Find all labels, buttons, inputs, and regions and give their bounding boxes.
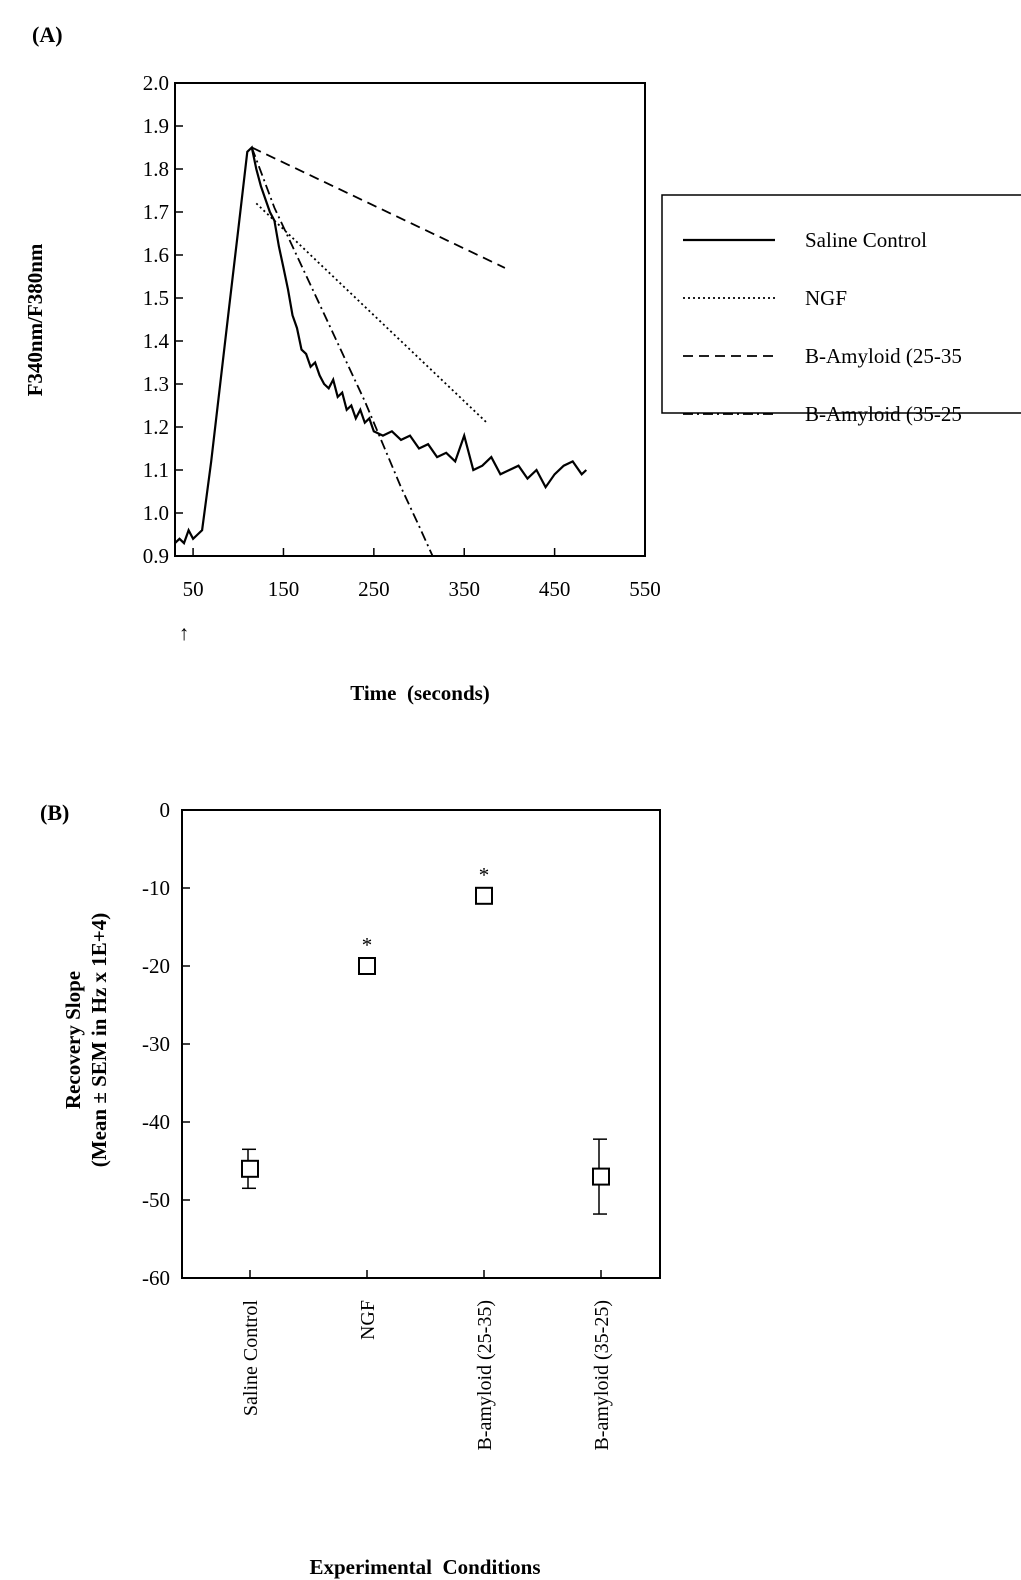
y-tick-label: 1.3 [143, 372, 169, 396]
data-point [241, 1159, 259, 1178]
y-tick-label: 1.6 [143, 243, 169, 267]
stimulus-arrow: ↑ [179, 621, 190, 645]
series-line-1 [255, 202, 488, 424]
significance-marker: * [479, 863, 490, 887]
panel-a-plot-frame [174, 82, 646, 557]
y-tick-label: -60 [142, 1266, 170, 1290]
y-tick-label: 1.7 [143, 200, 169, 224]
data-point [475, 886, 493, 905]
y-tick-label: 0 [160, 798, 171, 822]
y-tick-label: 0.9 [143, 544, 169, 568]
panel-a-xlabel: Time (seconds) [350, 681, 490, 705]
legend-entry-2: B-Amyloid (25-35 [805, 344, 962, 368]
panel-b: (B) Recovery Slope (Mean ± SEM in Hz x 1… [40, 798, 661, 1579]
y-tick-label: -10 [142, 876, 170, 900]
panel-b-plot-frame [181, 809, 661, 1279]
y-tick-label: 2.0 [143, 71, 169, 95]
category-label: Saline Control [240, 1300, 262, 1417]
panel-b-xlabel: Experimental Conditions [309, 1555, 540, 1579]
category-label: B-amyloid (35-25) [591, 1300, 613, 1451]
panel-b-label: (B) [40, 800, 69, 825]
data-point [592, 1167, 610, 1186]
x-tick-label: 50 [183, 577, 204, 601]
series-line-3 [250, 147, 434, 557]
data-point [358, 957, 376, 975]
panel-a-ticks: 0.9 1.0 1.1 1.2 1.3 1.4 1.5 1.6 1.7 1.8 1.9 2.0 50 15… [143, 71, 661, 601]
x-tick-label: 550 [629, 577, 661, 601]
panel-a-series [174, 145, 588, 557]
panel-b-categories: Saline Control NGF B-amyloid (25-35) B-amyl… [240, 1300, 613, 1451]
x-tick-label: 350 [448, 577, 480, 601]
x-tick-label: 250 [358, 577, 390, 601]
legend-entry-3: B-Amyloid (35-25 [805, 402, 962, 426]
y-tick-label: 1.2 [143, 415, 169, 439]
y-tick-label: 1.4 [143, 329, 170, 353]
panel-a-ylabel: F340nm/F380nm [23, 243, 47, 396]
series-line-0 [174, 145, 588, 546]
legend-items: Saline Control NGF B-Amyloid (25-35 B-Amylo… [683, 228, 962, 426]
y-tick-label: -40 [142, 1110, 170, 1134]
series-line-2 [251, 146, 506, 269]
legend-entry-0: Saline Control [805, 228, 927, 252]
y-tick-label: 1.5 [143, 286, 169, 310]
y-tick-label: 1.0 [143, 501, 169, 525]
panel-b-ticks: 0 -10 -20 -30 -40 -50 -60 [142, 798, 602, 1290]
panel-b-ylabel-line2: (Mean ± SEM in Hz x 1E+4) [87, 913, 111, 1167]
x-tick-label: 450 [539, 577, 571, 601]
panel-b-ylabel-line1: Recovery Slope [61, 971, 85, 1109]
legend-box [661, 194, 1021, 414]
x-tick-label: 150 [268, 577, 300, 601]
significance-marker: * [362, 933, 373, 957]
legend-entry-1: NGF [805, 286, 847, 310]
y-tick-label: -50 [142, 1188, 170, 1212]
y-tick-label: 1.8 [143, 157, 169, 181]
category-label: NGF [357, 1300, 379, 1340]
category-label: B-amyloid (25-35) [474, 1300, 496, 1451]
y-tick-label: 1.1 [143, 458, 169, 482]
y-tick-label: -30 [142, 1032, 170, 1056]
legend: Saline Control NGF B-Amyloid (25-35 B-Amylo… [661, 194, 1021, 426]
panel-a: (A) F340nm/F380nm Time (seconds) ↑ 0.9 1.… [23, 22, 661, 705]
y-tick-label: -20 [142, 954, 170, 978]
y-tick-label: 1.9 [143, 114, 169, 138]
panel-b-marks: ** [241, 863, 610, 1215]
panel-a-label: (A) [32, 22, 63, 47]
